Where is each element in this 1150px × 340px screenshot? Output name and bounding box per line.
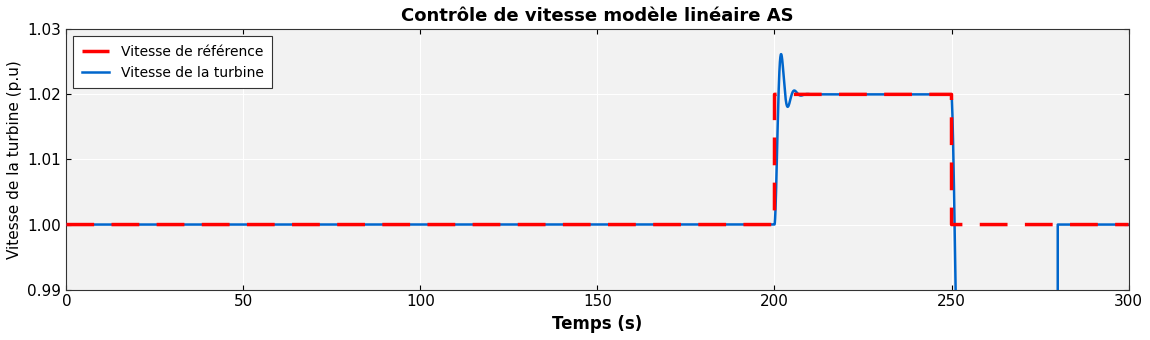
Legend: Vitesse de référence, Vitesse de la turbine: Vitesse de référence, Vitesse de la turb… [74,36,271,88]
Title: Contrôle de vitesse modèle linéaire AS: Contrôle de vitesse modèle linéaire AS [401,7,794,25]
Y-axis label: Vitesse de la turbine (p.u): Vitesse de la turbine (p.u) [7,60,22,259]
X-axis label: Temps (s): Temps (s) [552,315,643,333]
